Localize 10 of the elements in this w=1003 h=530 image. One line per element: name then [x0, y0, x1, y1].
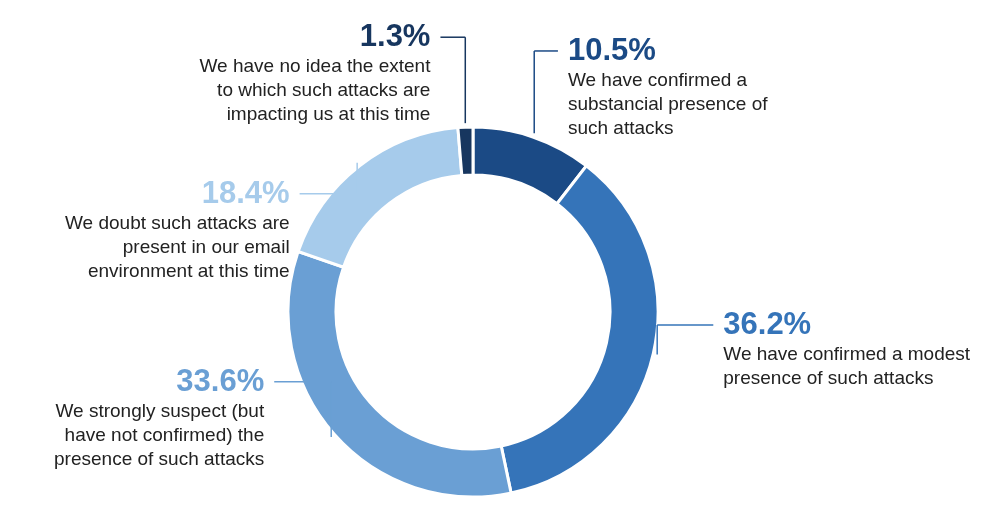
slice-label: We have confirmed a substancial presence of such attacks	[567, 68, 769, 138]
data-label: 33.6%	[176, 362, 265, 398]
slice-label: We strongly suspect (but have not confirmed) the presence of such attacks	[54, 399, 265, 469]
slice-label: We have no idea the extent to which such attacks are impacting us at this time	[199, 55, 432, 125]
data-label: 18.4%	[201, 174, 290, 210]
data-label: 1.3%	[359, 18, 431, 54]
data-label: 36.2%	[723, 306, 812, 342]
slice-label: We doubt such attacks are present in our email environment at this time	[65, 211, 290, 281]
data-label: 10.5%	[567, 31, 656, 67]
slice-label: We have confirmed a modest presence of such attacks	[723, 343, 971, 389]
